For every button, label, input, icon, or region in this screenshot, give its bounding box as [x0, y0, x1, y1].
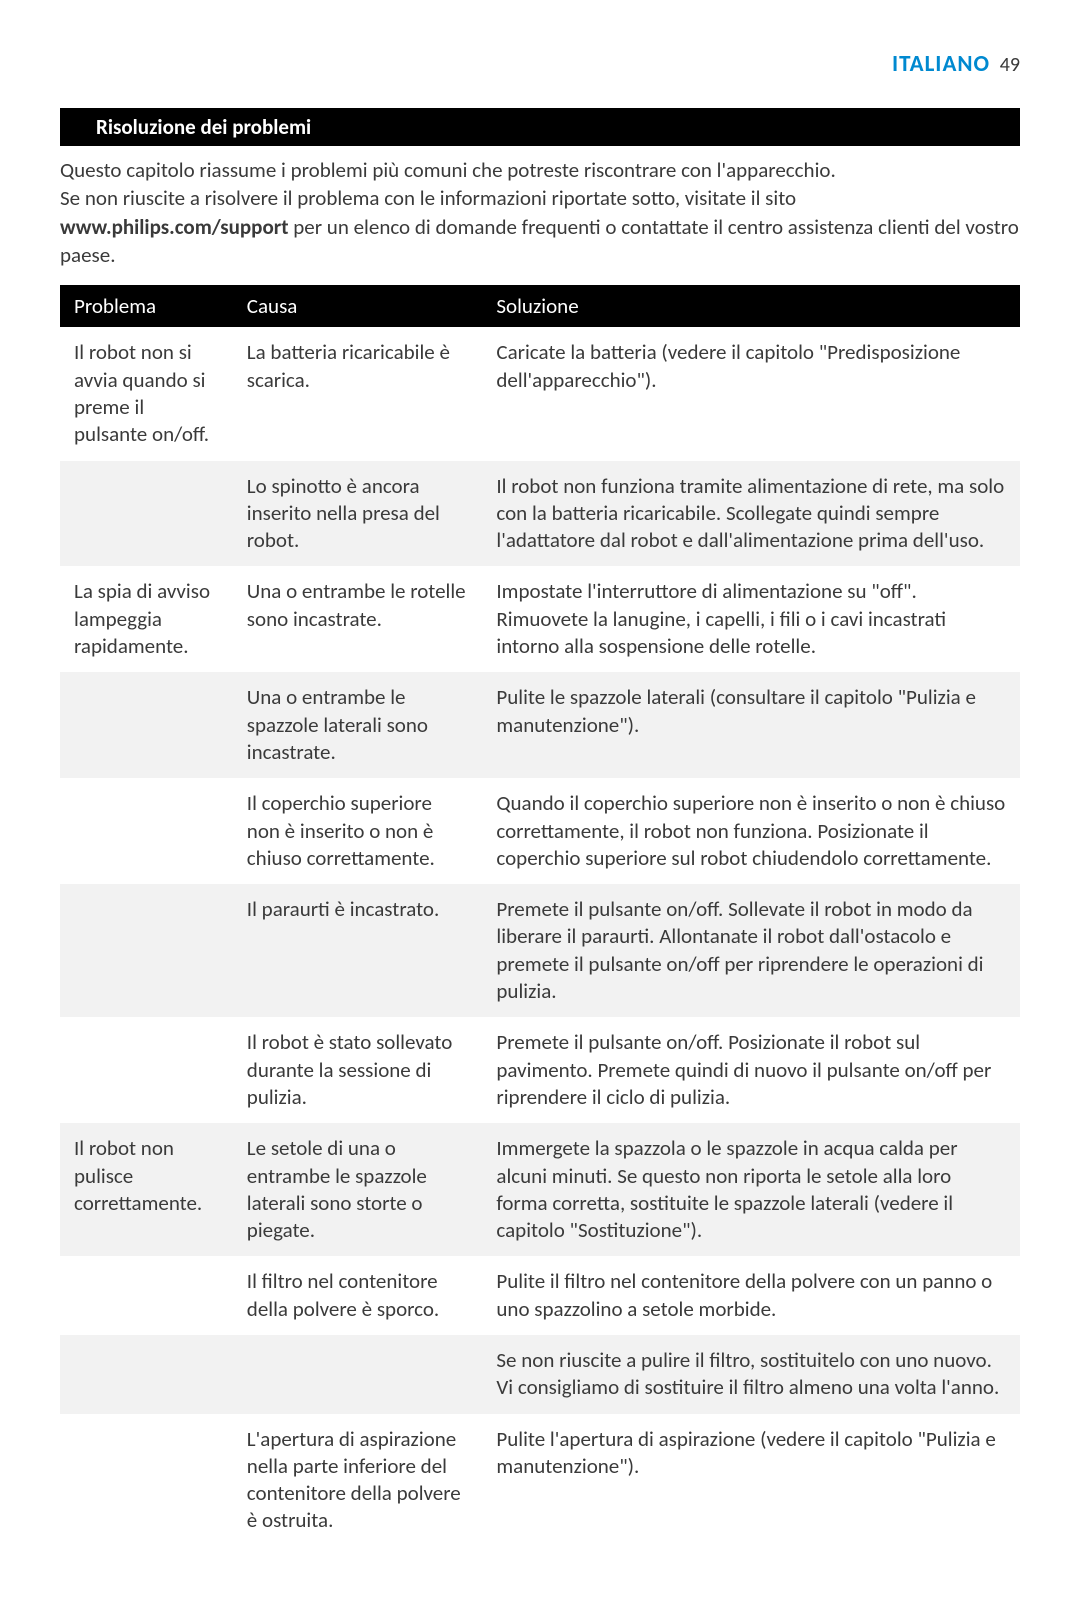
cell-soluzione: Impostate l'interruttore di alimentazion…: [482, 566, 1020, 672]
intro-line-2: Se non riuscite a risolvere il problema …: [60, 185, 796, 211]
cell-soluzione: Quando il coperchio superiore non è inse…: [482, 778, 1020, 884]
cell-problema: [60, 1256, 233, 1335]
table-row: Il filtro nel contenitore della polvere …: [60, 1256, 1020, 1335]
cell-problema: [60, 1017, 233, 1123]
table-row: Il robot è stato sollevato durante la se…: [60, 1017, 1020, 1123]
col-header-problema: Problema: [60, 285, 233, 327]
cell-causa: Il paraurti è incastrato.: [233, 884, 483, 1017]
cell-problema: [60, 1414, 233, 1547]
table-row: Il paraurti è incastrato.Premete il puls…: [60, 884, 1020, 1017]
cell-soluzione: Premete il pulsante on/off. Sollevate il…: [482, 884, 1020, 1017]
page-number: 49: [1000, 53, 1020, 77]
cell-problema: [60, 461, 233, 567]
table-row: Lo spinotto è ancora inserito nella pres…: [60, 461, 1020, 567]
table-row: Se non riuscite a pulire il filtro, sost…: [60, 1335, 1020, 1414]
cell-causa: Una o entrambe le rotelle sono incastrat…: [233, 566, 483, 672]
cell-problema: Il robot non pulisce correttamente.: [60, 1123, 233, 1256]
cell-soluzione: Il robot non funziona tramite alimentazi…: [482, 461, 1020, 567]
table-row: Il coperchio superiore non è inserito o …: [60, 778, 1020, 884]
cell-problema: La spia di avviso lampeggia rapidamente.: [60, 566, 233, 672]
col-header-soluzione: Soluzione: [482, 285, 1020, 327]
cell-causa: Il robot è stato sollevato durante la se…: [233, 1017, 483, 1123]
cell-causa: [233, 1335, 483, 1414]
intro-url: www.philips.com/support: [60, 214, 288, 240]
cell-causa: Lo spinotto è ancora inserito nella pres…: [233, 461, 483, 567]
cell-causa: La batteria ricaricabile è scarica.: [233, 327, 483, 460]
cell-causa: L'apertura di aspirazione nella parte in…: [233, 1414, 483, 1547]
table-body: Il robot non si avvia quando si preme il…: [60, 327, 1020, 1546]
cell-problema: [60, 778, 233, 884]
cell-causa: Il filtro nel contenitore della polvere …: [233, 1256, 483, 1335]
table-row: Il robot non si avvia quando si preme il…: [60, 327, 1020, 460]
cell-causa: Le setole di una o entrambe le spazzole …: [233, 1123, 483, 1256]
col-header-causa: Causa: [233, 285, 483, 327]
cell-problema: [60, 1335, 233, 1414]
cell-causa: Una o entrambe le spazzole laterali sono…: [233, 672, 483, 778]
table-row: Una o entrambe le spazzole laterali sono…: [60, 672, 1020, 778]
cell-causa: Il coperchio superiore non è inserito o …: [233, 778, 483, 884]
cell-soluzione: Se non riuscite a pulire il filtro, sost…: [482, 1335, 1020, 1414]
section-title-bar: Risoluzione dei problemi: [60, 108, 1020, 146]
table-header-row: Problema Causa Soluzione: [60, 285, 1020, 327]
cell-soluzione: Pulite l'apertura di aspirazione (vedere…: [482, 1414, 1020, 1547]
cell-problema: [60, 672, 233, 778]
cell-problema: [60, 884, 233, 1017]
troubleshooting-table: Problema Causa Soluzione Il robot non si…: [60, 285, 1020, 1546]
intro-paragraph: Questo capitolo riassume i problemi più …: [60, 156, 1020, 269]
cell-soluzione: Pulite le spazzole laterali (consultare …: [482, 672, 1020, 778]
page-header: ITALIANO 49: [60, 50, 1020, 78]
table-row: L'apertura di aspirazione nella parte in…: [60, 1414, 1020, 1547]
table-row: La spia di avviso lampeggia rapidamente.…: [60, 566, 1020, 672]
cell-soluzione: Immergete la spazzola o le spazzole in a…: [482, 1123, 1020, 1256]
cell-soluzione: Caricate la batteria (vedere il capitolo…: [482, 327, 1020, 460]
cell-soluzione: Premete il pulsante on/off. Posizionate …: [482, 1017, 1020, 1123]
cell-soluzione: Pulite il filtro nel contenitore della p…: [482, 1256, 1020, 1335]
language-label: ITALIANO: [892, 50, 990, 78]
intro-line-1: Questo capitolo riassume i problemi più …: [60, 157, 836, 183]
cell-problema: Il robot non si avvia quando si preme il…: [60, 327, 233, 460]
table-row: Il robot non pulisce correttamente.Le se…: [60, 1123, 1020, 1256]
